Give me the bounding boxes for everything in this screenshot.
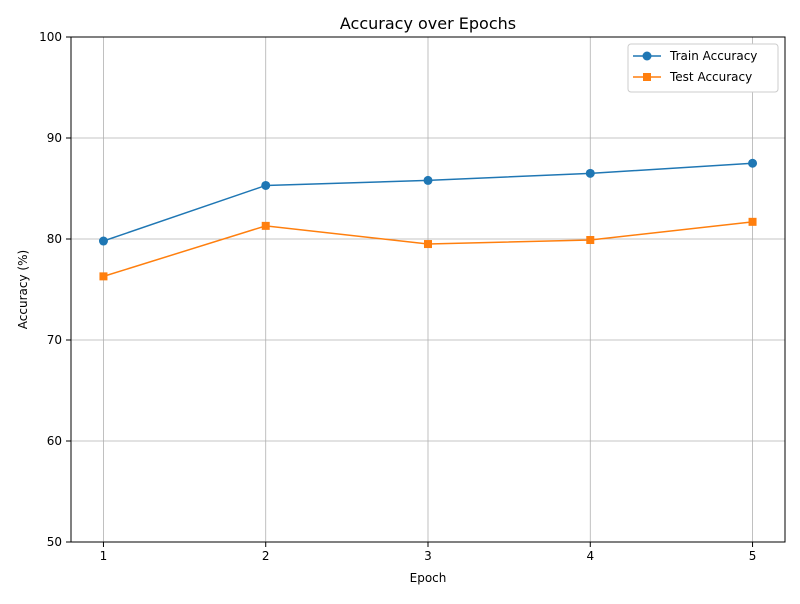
chart-title: Accuracy over Epochs bbox=[340, 14, 516, 33]
train-accuracy-point bbox=[98, 236, 108, 246]
train-accuracy-point bbox=[585, 168, 595, 178]
test-accuracy-point bbox=[424, 240, 432, 249]
test-accuracy-point bbox=[748, 217, 757, 226]
y-axis-label: Accuracy (%) bbox=[16, 250, 30, 329]
test-accuracy-point bbox=[586, 236, 595, 245]
legend: Train Accuracy Test Accuracy bbox=[627, 43, 779, 93]
legend-marker-test bbox=[643, 73, 651, 81]
test-accuracy-point bbox=[261, 221, 270, 230]
legend-label-test: Test Accuracy bbox=[669, 70, 752, 84]
y-tick-label: 50 bbox=[47, 535, 62, 549]
data-series bbox=[98, 158, 758, 281]
legend-label-train: Train Accuracy bbox=[669, 49, 757, 63]
train-accuracy-point bbox=[748, 158, 758, 168]
x-axis-ticks: 1 2 3 4 5 bbox=[100, 542, 757, 563]
y-tick-label: 100 bbox=[39, 30, 62, 44]
test-accuracy-point bbox=[99, 272, 108, 281]
x-tick-label: 4 bbox=[586, 549, 594, 563]
train-accuracy-point bbox=[423, 175, 433, 185]
legend-marker-train bbox=[642, 51, 652, 61]
y-tick-label: 70 bbox=[47, 333, 62, 347]
y-tick-label: 90 bbox=[47, 131, 62, 145]
y-axis-ticks: 50 60 70 80 90 100 bbox=[39, 30, 71, 549]
x-tick-label: 5 bbox=[749, 549, 757, 563]
legend-box bbox=[627, 43, 779, 93]
x-axis-label: Epoch bbox=[410, 571, 447, 585]
x-tick-label: 1 bbox=[100, 549, 108, 563]
y-tick-label: 60 bbox=[47, 434, 62, 448]
x-tick-label: 3 bbox=[424, 549, 432, 563]
train-accuracy-point bbox=[261, 180, 271, 190]
y-tick-label: 80 bbox=[47, 232, 62, 246]
x-tick-label: 2 bbox=[262, 549, 270, 563]
